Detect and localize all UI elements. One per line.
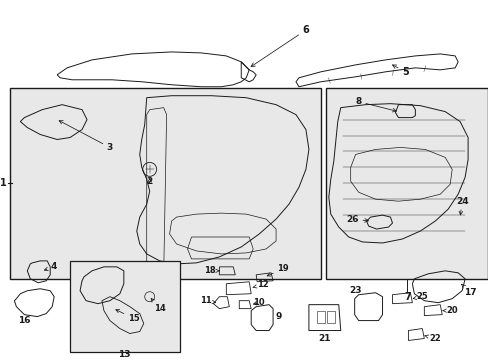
Text: 23: 23 bbox=[349, 286, 361, 295]
Text: 20: 20 bbox=[442, 306, 457, 315]
Text: 26: 26 bbox=[346, 215, 367, 224]
Text: 13: 13 bbox=[117, 350, 130, 359]
Text: 17: 17 bbox=[461, 284, 475, 297]
Bar bbox=[326, 311, 334, 323]
Text: 10: 10 bbox=[253, 298, 264, 307]
Text: 25: 25 bbox=[412, 292, 427, 301]
Text: 12: 12 bbox=[252, 280, 268, 289]
Text: 18: 18 bbox=[203, 266, 219, 275]
Text: 4: 4 bbox=[44, 262, 57, 271]
Bar bbox=[325, 88, 487, 279]
Bar bbox=[10, 88, 320, 279]
Text: 6: 6 bbox=[250, 25, 309, 67]
Text: 3: 3 bbox=[59, 121, 113, 152]
Text: 24: 24 bbox=[455, 197, 468, 215]
Text: 1: 1 bbox=[0, 178, 6, 188]
Text: 21: 21 bbox=[318, 334, 330, 343]
Text: 16: 16 bbox=[18, 316, 31, 325]
Text: 8: 8 bbox=[355, 97, 395, 112]
Text: 22: 22 bbox=[424, 334, 440, 343]
Text: 14: 14 bbox=[151, 298, 165, 313]
Text: 19: 19 bbox=[266, 264, 288, 276]
Text: 9: 9 bbox=[275, 312, 282, 321]
Bar bbox=[70, 261, 179, 352]
Text: 7: 7 bbox=[403, 292, 410, 302]
Text: 15: 15 bbox=[116, 310, 140, 323]
Bar bbox=[316, 311, 324, 323]
Text: 2: 2 bbox=[146, 177, 153, 186]
Text: 11: 11 bbox=[199, 296, 215, 305]
Text: 5: 5 bbox=[392, 65, 408, 77]
